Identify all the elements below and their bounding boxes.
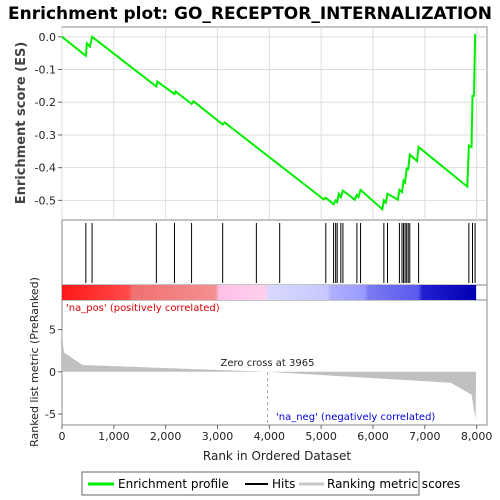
metric-tick-label: 5 — [49, 324, 56, 337]
legend-label-enrichment: Enrichment profile — [118, 477, 229, 491]
x-axis-label: Rank in Ordered Dataset — [203, 449, 351, 463]
ranking-metric-area — [62, 327, 477, 420]
es-tick-label: -0.2 — [35, 96, 56, 109]
es-tick-label: -0.1 — [35, 64, 56, 77]
hits-panel — [61, 219, 488, 286]
ranking-metric-fill — [62, 327, 477, 420]
negative-correlation-label: 'na_neg' (negatively correlated) — [276, 412, 435, 423]
x-tick-label: 6,000 — [357, 430, 389, 443]
legend-label-hits: Hits — [272, 477, 295, 491]
x-axis-ticks: 0 1,000 2,000 3,000 4,000 5,000 6,000 7,000 8,00… — [59, 425, 493, 443]
x-tick-label: 7,000 — [409, 430, 441, 443]
enrichment-profile-line — [61, 33, 477, 212]
legend-label-metric: Ranking metric scores — [327, 477, 460, 491]
x-tick-label: 2,000 — [150, 430, 182, 443]
x-tick-label: 1,000 — [98, 430, 130, 443]
x-tick-label: 0 — [59, 430, 66, 443]
es-tick-label: -0.3 — [35, 129, 56, 142]
positive-correlation-label: 'na_pos' (positively correlated) — [66, 303, 220, 314]
es-tick-label: 0.0 — [39, 31, 57, 44]
legend: Enrichment profile Hits Ranking metric s… — [81, 471, 460, 496]
es-gridlines — [61, 27, 487, 220]
zero-cross-label: Zero cross at 3965 — [221, 358, 315, 369]
x-tick-label: 8,000 — [461, 430, 493, 443]
hit-markers — [85, 223, 476, 283]
x-tick-label: 5,000 — [305, 430, 337, 443]
metric-panel — [61, 299, 488, 426]
es-axis-label: Enrichment score (ES) — [14, 42, 29, 205]
es-tick-label: -0.4 — [35, 162, 56, 175]
es-tick-label: -0.5 — [35, 194, 56, 207]
metric-axis-ticks: 5 0 -5 — [45, 324, 62, 421]
x-tick-label: 4,000 — [254, 430, 286, 443]
metric-axis-label: Ranked list metric (PreRanked) — [28, 277, 41, 447]
metric-tick-label: -5 — [45, 408, 56, 421]
chart-title: Enrichment plot: GO_RECEPTOR_INTERNALIZA… — [8, 4, 492, 24]
rank-color-gradient — [62, 285, 477, 300]
es-axis-ticks: 0.0 -0.1 -0.2 -0.3 -0.4 -0.5 — [35, 31, 62, 207]
metric-tick-label: 0 — [49, 366, 56, 379]
es-panel — [61, 26, 488, 221]
x-tick-label: 3,000 — [202, 430, 234, 443]
